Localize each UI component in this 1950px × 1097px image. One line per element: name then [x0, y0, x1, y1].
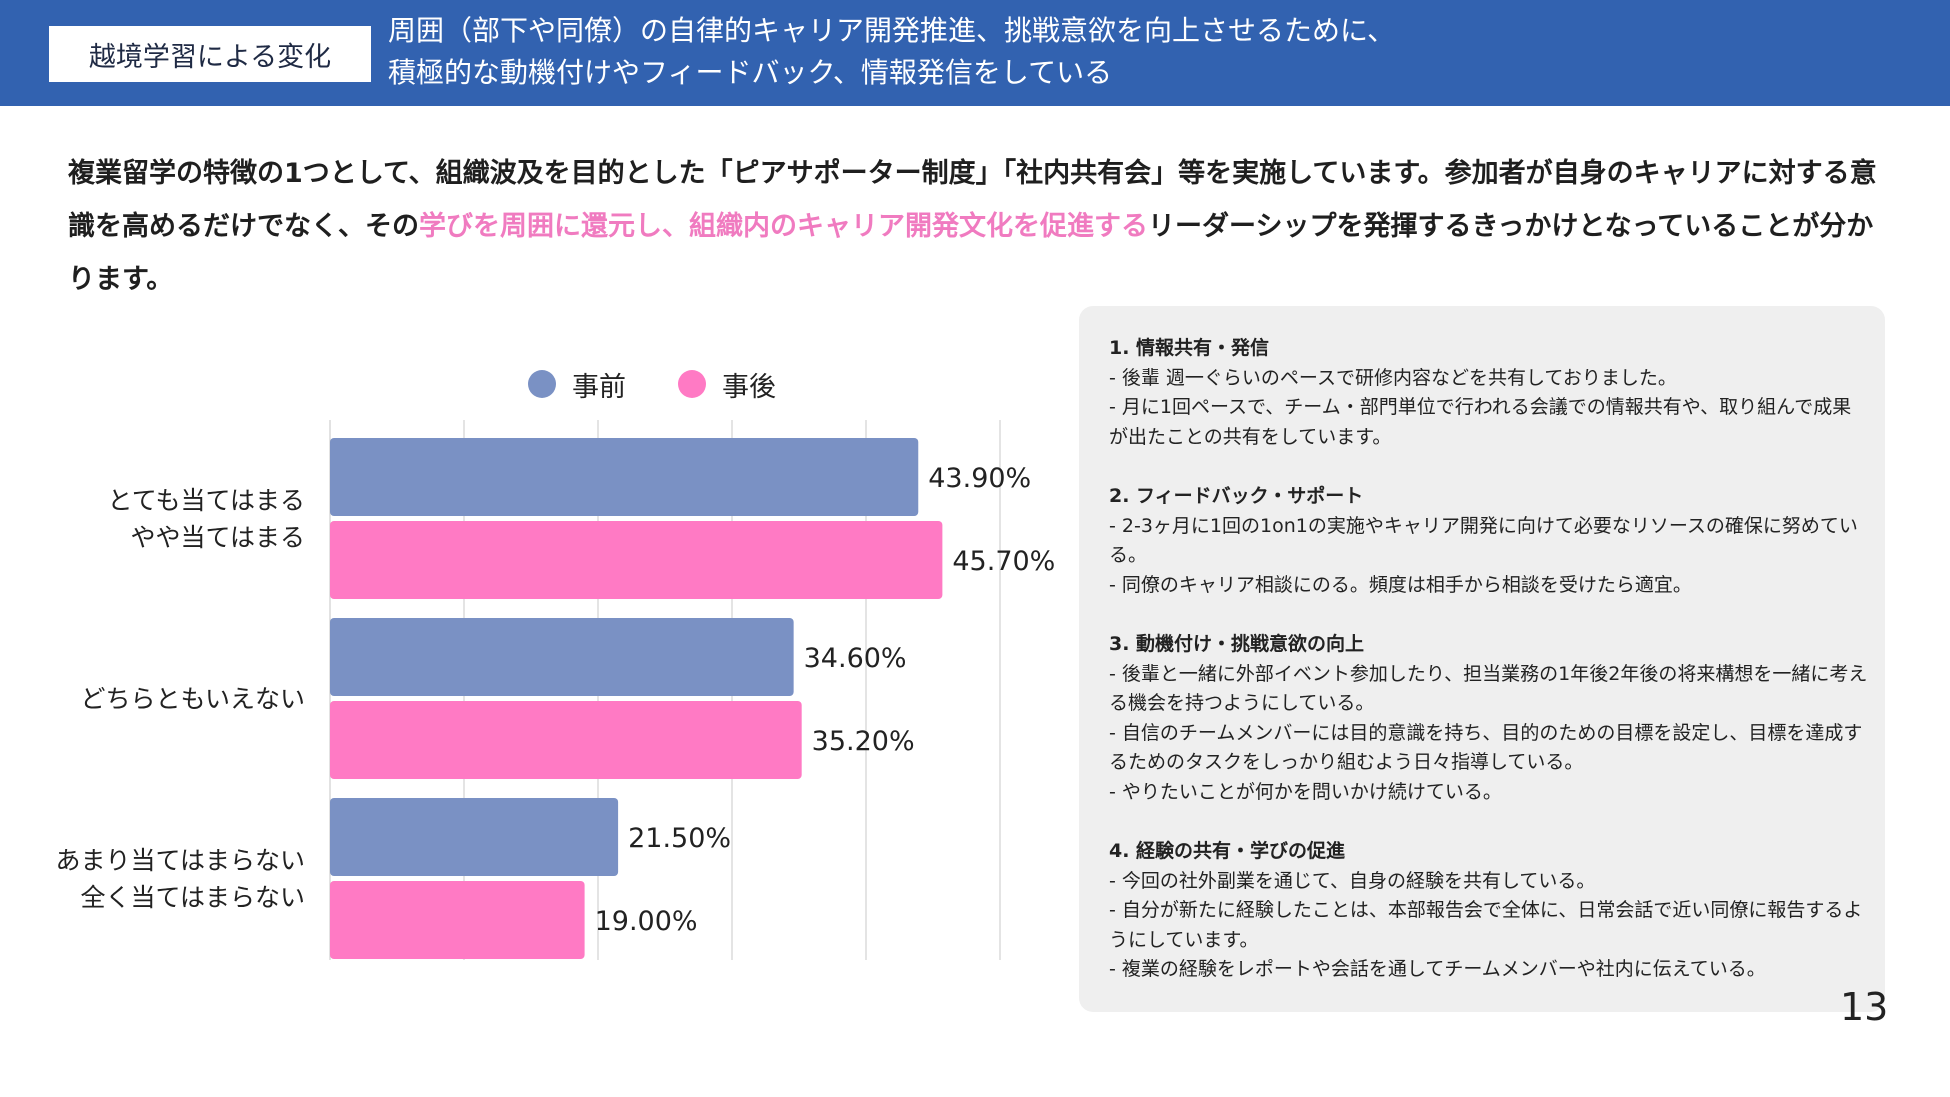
bar-before-0 — [330, 438, 919, 516]
slide-title-line-1: 周囲（部下や同僚）の自律的キャリア開発推進、挑戦意欲を向上させるために、 — [388, 14, 1396, 47]
data-label-before-2: 21.50% — [628, 823, 731, 854]
comments-list: 1. 情報共有・発信 - 後輩 週一ぐらいのペースで研修内容などを共有しておりまし… — [1109, 334, 1869, 1015]
bar-before-2 — [330, 798, 619, 876]
header-bar: 越境学習による変化 周囲（部下や同僚）の自律的キャリア開発推進、挑戦意欲を向上さ… — [0, 0, 1950, 106]
comment-line: - やりたいことが何かを問いかけ続けている。 — [1109, 780, 1502, 803]
legend-swatch-before — [528, 370, 556, 398]
comment-line: - 月に1回ペースで、チーム・部門単位で行われる会議での情報共有や、取り組んで成… — [1109, 396, 1852, 448]
comment-line: - 複業の経験をレポートや会話を通してチームメンバーや社内に伝えている。 — [1109, 958, 1766, 981]
chart-legend: 事前 事後 — [528, 364, 828, 404]
comment-line: - 同僚のキャリア相談にのる。頻度は相手から相談を受けたら適宜。 — [1109, 573, 1692, 596]
section-label: 越境学習による変化 — [49, 26, 371, 82]
category-label-1-0: どちらともいえない — [80, 685, 305, 714]
intro-paragraph: 複業留学の特徴の1つとして、組織波及を目的とした「ピアサポーター制度」「社内共有… — [68, 147, 1888, 306]
data-label-before-0: 43.90% — [928, 463, 1031, 494]
slide-title-line-2: 積極的な動機付けやフィードバック、情報発信をしている — [388, 56, 1113, 89]
bar-before-1 — [330, 618, 794, 696]
intro-highlight: 学びを周囲に還元し、組織内のキャリア開発文化を促進する — [419, 211, 1148, 242]
comment-line: - 今回の社外副業を通じて、自身の経験を共有している。 — [1109, 869, 1596, 892]
comment-section-title: 1. 情報共有・発信 — [1109, 337, 1270, 359]
page-number: 13 — [1840, 985, 1889, 1029]
comment-section-title: 2. フィードバック・サポート — [1109, 484, 1364, 507]
category-label-2-0: あまり当てはまらない — [55, 846, 305, 875]
legend-swatch-after — [678, 370, 706, 398]
data-label-before-1: 34.60% — [804, 643, 907, 674]
data-label-after-0: 45.70% — [952, 546, 1055, 577]
comment-section-4: 4. 経験の共有・学びの促進 - 今回の社外副業を通じて、自身の経験を共有している… — [1109, 837, 1869, 985]
legend-label-before: 事前 — [572, 371, 626, 403]
category-label-0-1: やや当てはまる — [130, 523, 305, 552]
comment-line: - 2-3ヶ月に1回の1on1の実施やキャリア開発に向けて必要なリソースの確保に… — [1109, 514, 1858, 567]
bar-after-0 — [330, 521, 943, 599]
category-label-0-0: とても当てはまる — [107, 486, 305, 515]
comment-section-title: 3. 動機付け・挑戦意欲の向上 — [1109, 632, 1365, 655]
comments-panel: 1. 情報共有・発信 - 後輩 週一ぐらいのペースで研修内容などを共有しておりまし… — [1079, 306, 1885, 1012]
comment-line: - 自分が新たに経験したことは、本部報告会で全体に、日常会話で近い同僚に報告する… — [1109, 899, 1863, 951]
comment-line: - 自信のチームメンバーには目的意識を持ち、目的のための目標を設定し、目標を達成… — [1109, 721, 1863, 774]
legend-item-after: 事後 — [678, 365, 776, 404]
comment-section-2: 2. フィードバック・サポート - 2-3ヶ月に1回の1on1の実施やキャリア開発… — [1109, 482, 1869, 600]
intro-text-1: 複業留学の特徴の1つとして、組織波及を目的とした「ピアサポーター制度」「社内共有… — [68, 158, 1877, 242]
data-label-after-1: 35.20% — [812, 726, 915, 757]
category-label-2-1: 全く当てはまらない — [80, 883, 305, 912]
comment-line: - 後輩と一緒に外部イベント参加したり、担当業務の1年後2年後の将来構想を一緒に… — [1109, 662, 1868, 715]
comment-section-1: 1. 情報共有・発信 - 後輩 週一ぐらいのペースで研修内容などを共有しておりまし… — [1109, 334, 1869, 452]
comment-line: - 後輩 週一ぐらいのペースで研修内容などを共有しておりました。 — [1109, 366, 1677, 389]
comment-section-title: 4. 経験の共有・学びの促進 — [1109, 840, 1346, 863]
bar-after-1 — [330, 701, 802, 779]
bar-after-2 — [330, 881, 585, 959]
slide-title: 周囲（部下や同僚）の自律的キャリア開発推進、挑戦意欲を向上させるために、 積極的… — [388, 10, 1395, 94]
legend-label-after: 事後 — [722, 371, 776, 403]
data-label-after-2: 19.00% — [595, 906, 698, 937]
comment-section-3: 3. 動機付け・挑戦意欲の向上 - 後輩と一緒に外部イベント参加したり、担当業務の… — [1109, 630, 1869, 808]
legend-item-before: 事前 — [528, 365, 626, 404]
intro-text-2: リーダーシップを発揮するきっかけとなっていることが分かります。 — [68, 211, 1874, 295]
